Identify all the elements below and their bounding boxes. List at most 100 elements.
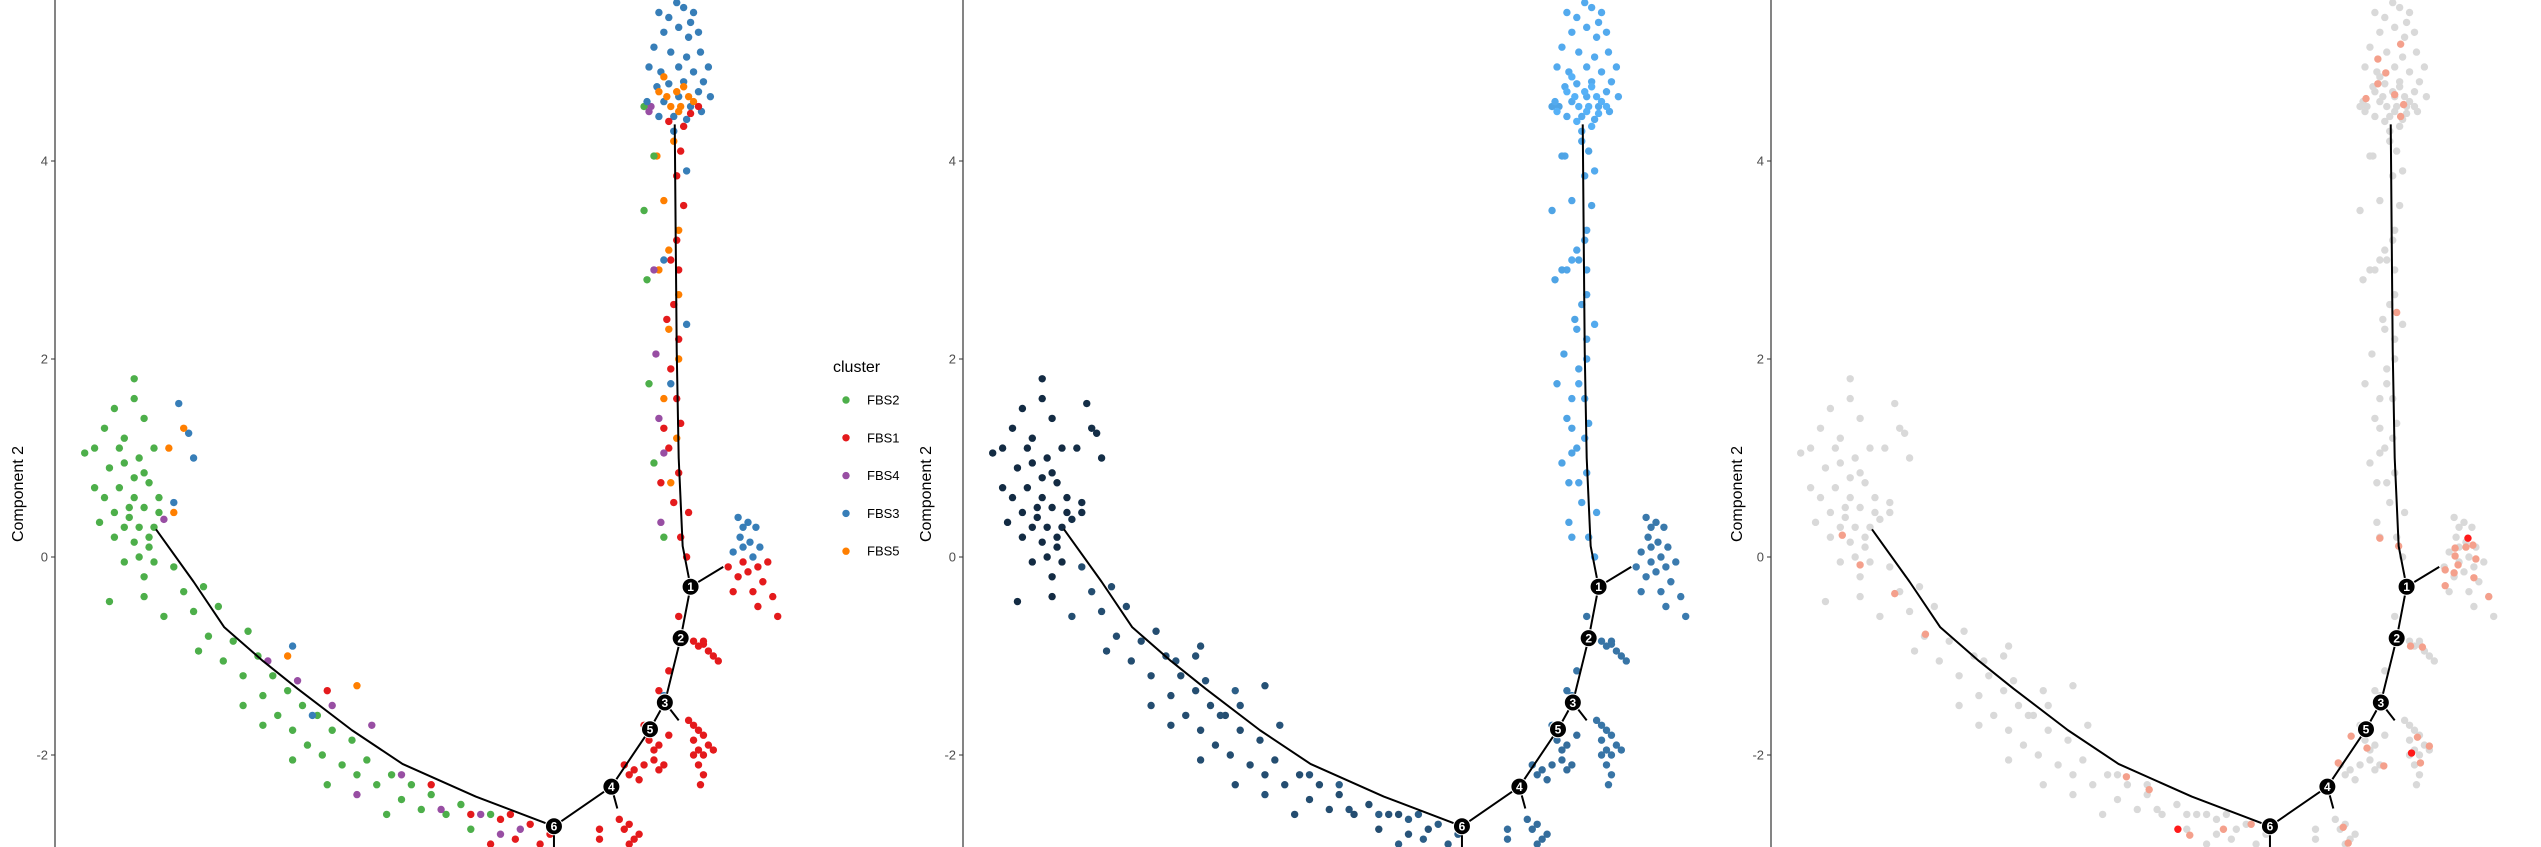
y-tick-label: 0 — [1757, 550, 1764, 565]
expressing-cell-point — [2485, 592, 2493, 601]
branch-node-label: 6 — [1459, 820, 1466, 834]
cell-point — [759, 578, 767, 586]
cell-point — [694, 88, 703, 96]
cell-point — [1632, 563, 1640, 571]
cell-point — [1578, 127, 1586, 135]
cell-point — [274, 711, 282, 720]
cell-point — [2366, 459, 2374, 467]
expressing-cell-point — [1891, 589, 1899, 598]
cell-point — [2371, 112, 2379, 121]
cell-point — [746, 538, 754, 546]
cell-point — [1038, 375, 1046, 383]
cell-point — [689, 68, 698, 76]
cell-point — [1236, 701, 1244, 710]
cell-point — [1196, 756, 1205, 764]
cell-point — [679, 3, 688, 12]
cell-point — [244, 627, 252, 635]
cell-point — [1560, 350, 1568, 358]
cell-point — [2183, 810, 2191, 819]
cell-point — [1861, 543, 1869, 551]
cell-point — [511, 835, 520, 843]
cell-point — [2410, 88, 2419, 96]
cell-point — [774, 612, 782, 621]
cell-point — [1652, 568, 1660, 576]
branch-node-label: 1 — [687, 580, 694, 594]
cell-point — [1147, 672, 1155, 680]
cell-point — [397, 795, 406, 804]
cell-point — [2351, 776, 2359, 784]
cell-point — [2183, 825, 2191, 833]
cell-point — [2368, 350, 2376, 358]
cell-point — [1043, 454, 1051, 462]
branch-node-label: 3 — [661, 696, 668, 710]
cell-point — [1811, 518, 1820, 527]
branch-node-6: 6 — [1452, 817, 1471, 836]
cell-point — [1660, 523, 1668, 531]
branch-node-label: 2 — [677, 631, 684, 645]
cell-point — [2311, 825, 2320, 833]
expressing-cell-point — [2413, 733, 2422, 741]
cell-point — [1231, 781, 1239, 789]
trajectory-edge — [2389, 124, 2408, 587]
cell-point — [2361, 63, 2369, 71]
legend-item-fbs2: FBS2 — [842, 393, 900, 408]
cell-point — [2054, 761, 2062, 769]
cell-point — [689, 721, 698, 729]
cell-point — [2470, 563, 2478, 571]
cell-point — [1573, 667, 1581, 675]
cell-point — [125, 503, 133, 512]
cell-point — [1578, 498, 1586, 507]
cell-point — [1677, 592, 1685, 601]
cell-point — [1167, 721, 1175, 729]
cell-point — [684, 33, 693, 41]
cell-point — [1563, 414, 1571, 423]
cell-point — [2381, 246, 2389, 254]
cell-point — [1846, 394, 1854, 403]
cell-point — [2133, 805, 2141, 814]
cell-point — [729, 587, 737, 596]
y-axis-title: Component 2 — [918, 446, 935, 542]
cell-point — [1999, 652, 2008, 660]
cell-point — [1102, 647, 1111, 655]
cell-point — [2460, 568, 2468, 576]
cell-point — [526, 820, 534, 828]
cell-point — [353, 790, 361, 799]
cell-point — [363, 756, 371, 764]
cell-point — [652, 350, 660, 358]
cell-point — [1053, 543, 1061, 551]
cell-point — [1558, 756, 1566, 764]
cell-point — [1553, 380, 1561, 388]
cell-point — [2405, 721, 2414, 729]
cell-point — [1861, 479, 1869, 487]
cell-point — [655, 8, 663, 17]
cell-point — [1434, 820, 1442, 828]
cell-point — [2366, 266, 2374, 274]
cell-point — [516, 825, 524, 833]
cell-point — [2445, 587, 2453, 596]
cell-point — [739, 543, 747, 551]
cell-point — [1097, 607, 1106, 616]
cell-point — [2004, 726, 2013, 734]
cell-point — [100, 493, 109, 502]
y-tick-label: 2 — [1757, 352, 1764, 367]
cell-point — [180, 587, 188, 596]
expressing-cell-point — [1921, 630, 1930, 638]
branch-node-1: 1 — [1589, 577, 1608, 596]
cell-point — [1955, 672, 1963, 680]
y-tick-label: 2 — [949, 352, 956, 367]
branch-node-5: 5 — [2356, 720, 2375, 739]
cell-point — [1797, 449, 1805, 457]
cell-point — [1548, 761, 1556, 769]
cell-point — [2405, 736, 2414, 744]
cell-point — [259, 721, 267, 729]
cell-point — [1836, 434, 1845, 442]
cell-point — [303, 741, 312, 749]
cell-point — [1404, 815, 1413, 824]
cell-point — [1575, 380, 1583, 388]
cell-point — [1315, 781, 1324, 789]
cell-point — [744, 518, 752, 527]
cell-point — [189, 607, 198, 616]
cell-point — [645, 107, 653, 116]
cell-point — [2402, 109, 2411, 118]
expressing-cell-point — [2416, 759, 2425, 767]
